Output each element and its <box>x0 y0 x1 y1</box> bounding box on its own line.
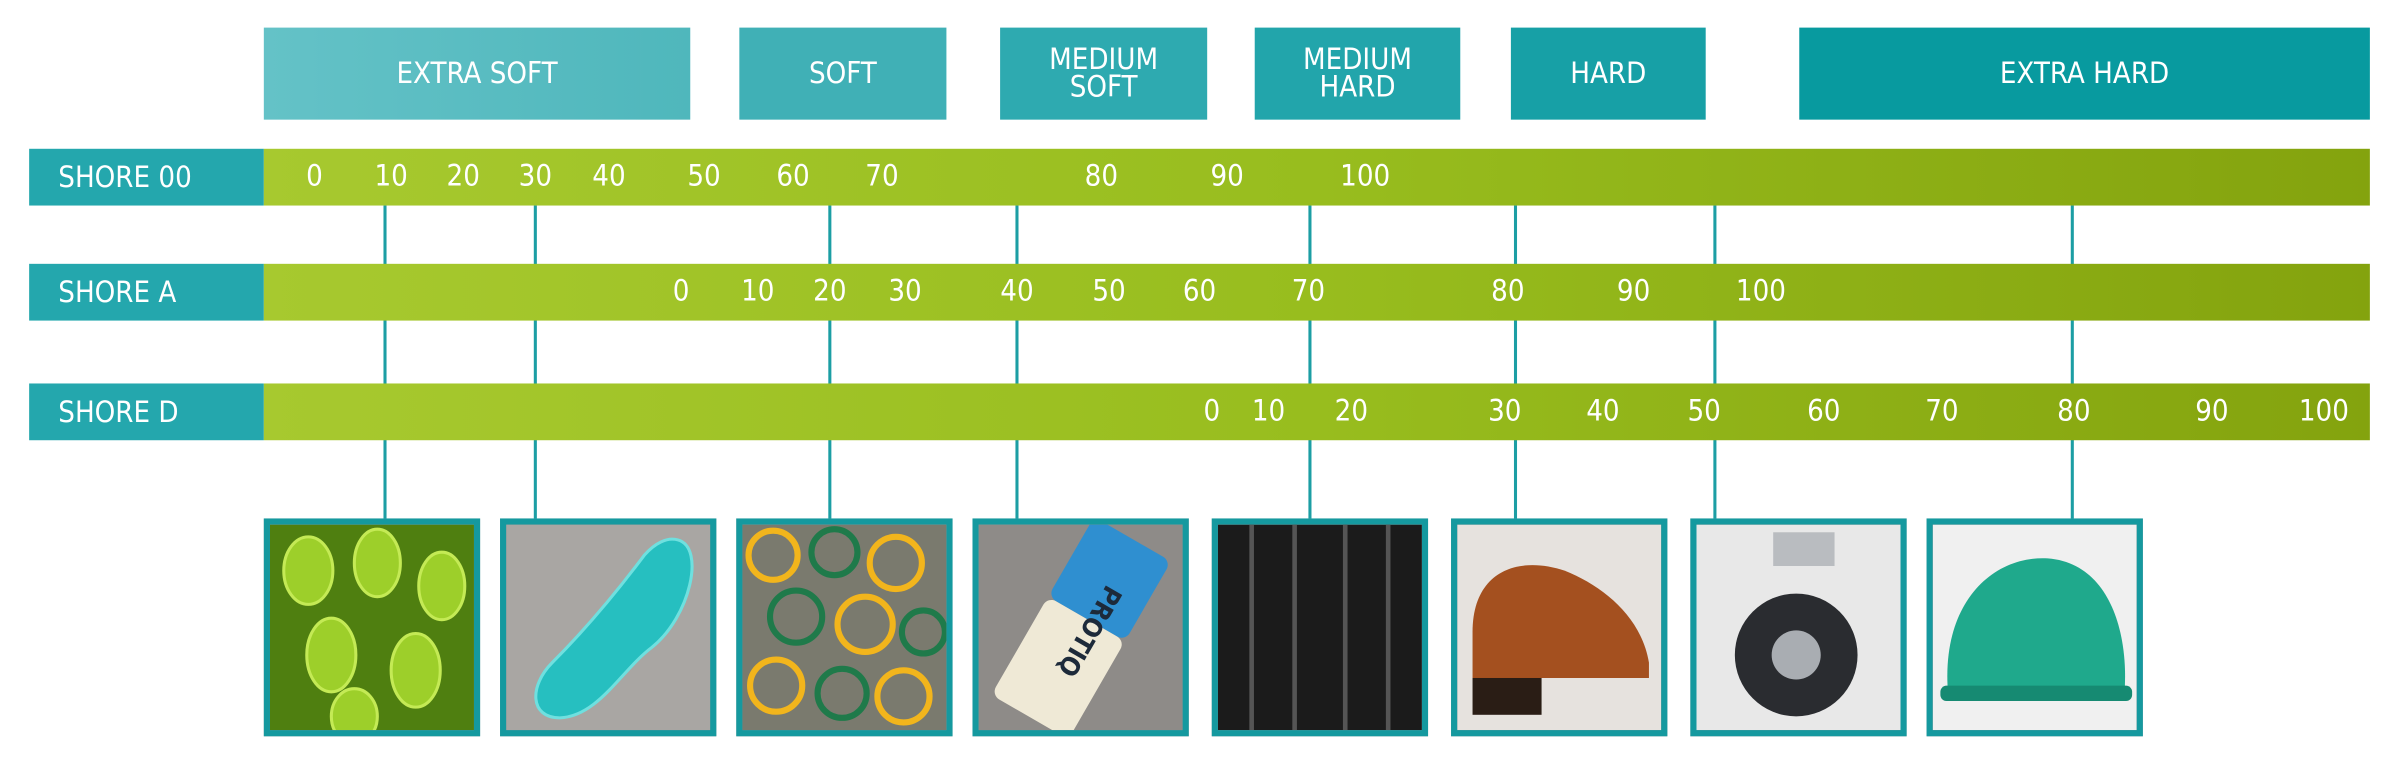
tick-label: 80 <box>1084 159 1119 194</box>
tick-label: 90 <box>1616 274 1651 309</box>
tick-label: 90 <box>2195 394 2229 428</box>
tick-label: 100 <box>2298 394 2349 428</box>
tick-label: 0 <box>306 159 323 194</box>
tick-label: 10 <box>741 274 775 309</box>
scale-bar-shore-d: 0 10 20 30 40 50 60 70 80 90 100 <box>263 383 2370 441</box>
connector-line <box>1015 205 1019 519</box>
tick-label: 80 <box>1491 274 1525 309</box>
tick-label: 70 <box>1925 394 1959 428</box>
caster-wheel-image <box>1690 518 1907 737</box>
tick-label: 40 <box>1000 274 1034 309</box>
tick-label: 80 <box>2057 394 2091 428</box>
category-medium-soft: MEDIUM SOFT <box>1000 27 1208 120</box>
tick-label: 30 <box>518 159 553 194</box>
tick-label: 100 <box>1735 274 1786 309</box>
tick-label: 50 <box>1687 394 1721 428</box>
category-medium-hard-label: MEDIUM HARD <box>1303 42 1412 105</box>
leather-shoe-image <box>1451 518 1668 737</box>
scale-label-shore-00: SHORE 00 <box>29 148 264 206</box>
gummy-bears-image <box>263 518 481 737</box>
tick-label: 70 <box>1291 274 1326 309</box>
tick-label: 20 <box>446 159 480 194</box>
connector-line <box>828 205 832 519</box>
scale-bar-shore-00: 0 10 20 30 40 50 60 70 80 90 100 <box>263 148 2370 206</box>
tick-label: 0 <box>1203 394 1221 428</box>
rubber-bands-image <box>736 518 953 737</box>
tick-label: 40 <box>592 159 626 194</box>
connector-line <box>2070 205 2074 519</box>
category-soft: SOFT <box>739 27 947 120</box>
tire-image <box>1211 518 1429 737</box>
connector-line <box>1513 205 1518 519</box>
category-medium-hard: MEDIUM HARD <box>1254 27 1461 120</box>
scale-bar-shore-a: 0 10 20 30 40 50 60 70 80 90 100 <box>263 263 2370 321</box>
tick-label: 20 <box>813 274 847 309</box>
tick-label: 40 <box>1586 394 1620 428</box>
category-extra-hard: EXTRA HARD <box>1799 27 2370 120</box>
tick-label: 20 <box>1334 394 1369 428</box>
tick-label: 10 <box>1251 394 1286 428</box>
connector-line <box>1713 205 1717 519</box>
category-hard: HARD <box>1510 27 1706 120</box>
tick-label: 70 <box>865 159 899 194</box>
connector-line <box>383 205 387 519</box>
gel-insole-image <box>500 518 717 737</box>
eraser-image: PROTIQ <box>972 518 1189 737</box>
scale-label-shore-d: SHORE D <box>29 383 264 441</box>
tick-label: 10 <box>374 159 408 194</box>
connector-line <box>1308 205 1312 519</box>
tick-label: 50 <box>687 159 721 194</box>
connector-line <box>533 205 537 519</box>
scale-label-shore-a: SHORE A <box>29 263 264 321</box>
tick-label: 50 <box>1092 274 1126 309</box>
hard-hat-image <box>1926 518 2143 737</box>
tick-label: 30 <box>888 274 922 309</box>
category-medium-soft-label: MEDIUM SOFT <box>1049 42 1159 105</box>
category-extra-soft: EXTRA SOFT <box>263 27 691 120</box>
tick-label: 30 <box>1488 394 1522 428</box>
tick-label: 100 <box>1340 159 1391 194</box>
tick-label: 90 <box>1210 159 1244 194</box>
tick-label: 0 <box>672 274 690 309</box>
tick-label: 60 <box>1182 274 1217 309</box>
tick-label: 60 <box>776 159 810 194</box>
tick-label: 60 <box>1807 394 1841 428</box>
